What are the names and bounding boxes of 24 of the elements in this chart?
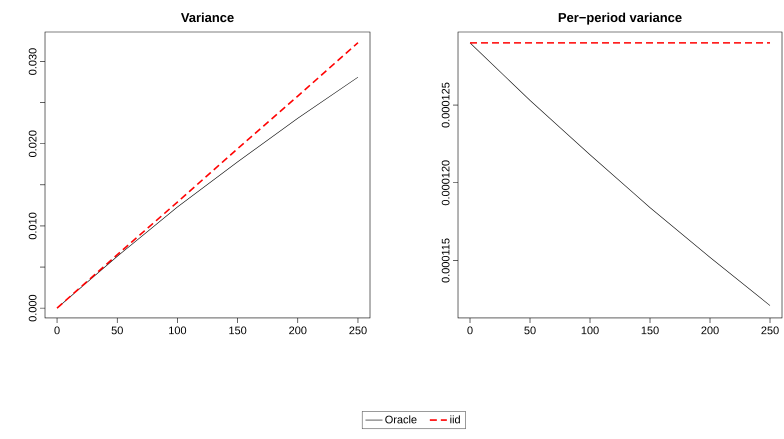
x-tick-label: 250	[761, 326, 779, 334]
x-tick-label: 100	[169, 326, 186, 334]
x-tick-label: 0	[467, 326, 473, 334]
y-tick-label: 0.000120	[442, 160, 450, 206]
line-series	[470, 42, 770, 306]
y-tick-label: 0.020	[28, 130, 36, 158]
x-tick-label: 50	[524, 326, 536, 334]
y-tick-label: 0.000	[28, 294, 36, 322]
x-tick-label: 50	[112, 326, 123, 334]
y-tick-label: 0.030	[28, 48, 36, 75]
y-tick-label: 0.010	[28, 212, 36, 240]
y-tick-label: 0.000125	[442, 82, 450, 128]
legend-label: iid	[450, 415, 460, 424]
x-tick-label: 250	[349, 326, 367, 334]
x-tick-label: 150	[229, 326, 246, 334]
x-tick-label: 0	[54, 326, 60, 334]
x-tick-label: 200	[289, 326, 306, 334]
legend-label: Oracle	[385, 415, 417, 424]
x-tick-label: 100	[582, 326, 599, 334]
chart-title: Variance	[180, 12, 234, 22]
chart-title: Per−period variance	[558, 12, 682, 25]
x-tick-label: 200	[701, 326, 719, 334]
y-tick-label: 0.000115	[442, 238, 450, 282]
x-tick-label: 150	[642, 326, 659, 334]
